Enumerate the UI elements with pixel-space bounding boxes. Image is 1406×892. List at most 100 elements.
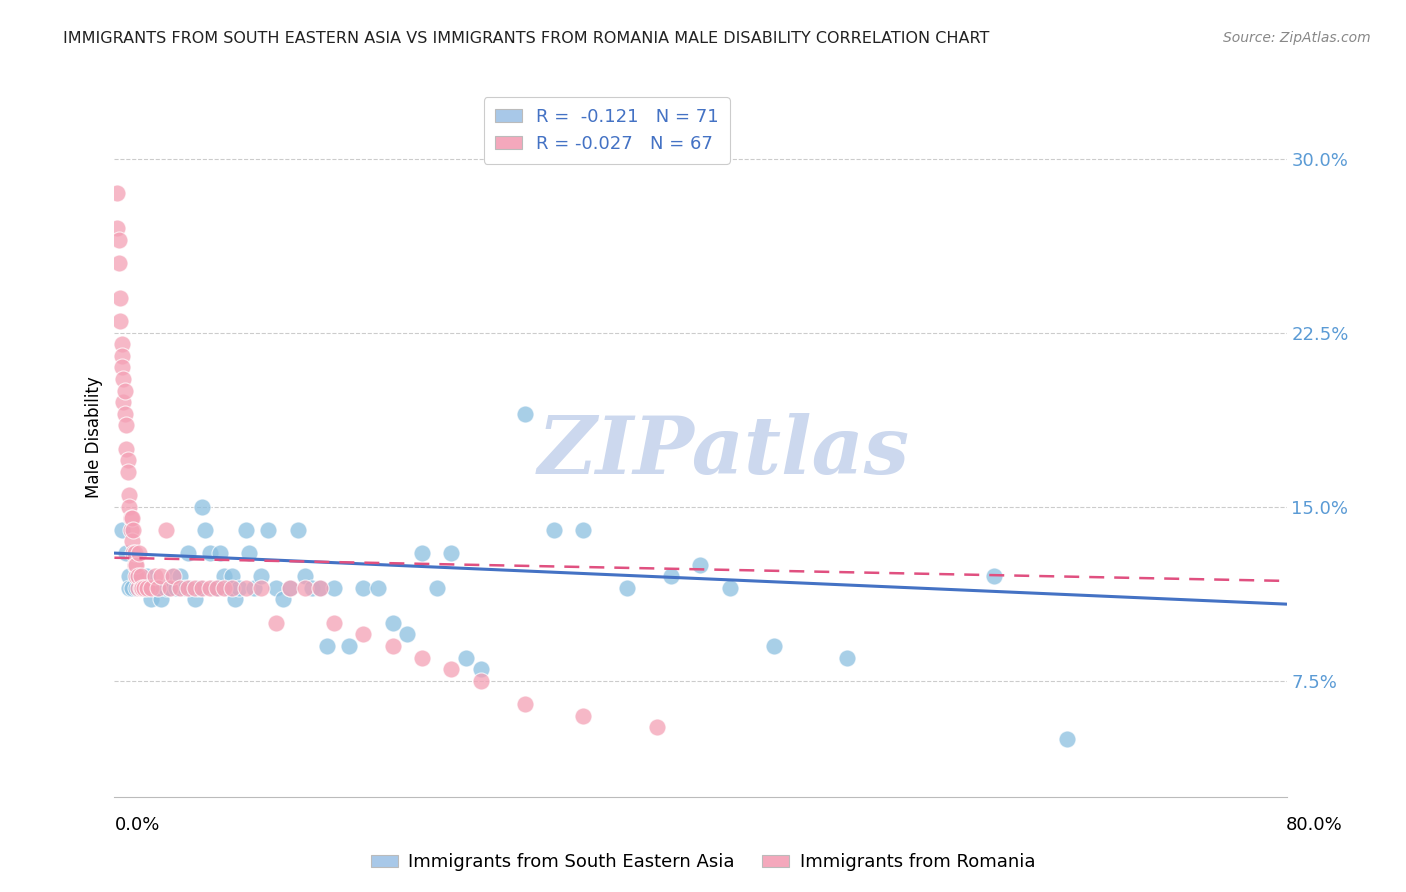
Point bbox=[125, 581, 148, 595]
Point bbox=[396, 627, 419, 641]
Point bbox=[148, 581, 170, 595]
Point bbox=[250, 569, 273, 583]
Point bbox=[235, 523, 257, 537]
Point bbox=[107, 256, 129, 270]
Point bbox=[264, 581, 287, 595]
Point bbox=[353, 627, 375, 641]
Point bbox=[235, 581, 257, 595]
Point bbox=[111, 337, 134, 351]
Point bbox=[176, 581, 198, 595]
Point bbox=[513, 697, 536, 711]
Point bbox=[117, 465, 139, 479]
Point bbox=[353, 581, 375, 595]
Point bbox=[165, 581, 187, 595]
Point bbox=[111, 360, 134, 375]
Point bbox=[323, 581, 346, 595]
Point bbox=[122, 546, 145, 560]
Point bbox=[983, 569, 1005, 583]
Legend: Immigrants from South Eastern Asia, Immigrants from Romania: Immigrants from South Eastern Asia, Immi… bbox=[363, 847, 1043, 879]
Point bbox=[110, 314, 132, 328]
Point bbox=[121, 534, 143, 549]
Text: ZIPatlas: ZIPatlas bbox=[538, 413, 910, 491]
Point bbox=[367, 581, 389, 595]
Point bbox=[159, 581, 181, 595]
Point bbox=[114, 384, 136, 398]
Point bbox=[208, 546, 231, 560]
Point bbox=[257, 523, 280, 537]
Point bbox=[214, 569, 236, 583]
Point bbox=[135, 581, 157, 595]
Point bbox=[115, 546, 138, 560]
Y-axis label: Male Disability: Male Disability bbox=[86, 376, 103, 498]
Point bbox=[426, 581, 449, 595]
Point bbox=[191, 581, 214, 595]
Point bbox=[121, 581, 143, 595]
Point bbox=[659, 569, 682, 583]
Text: IMMIGRANTS FROM SOUTH EASTERN ASIA VS IMMIGRANTS FROM ROMANIA MALE DISABILITY CO: IMMIGRANTS FROM SOUTH EASTERN ASIA VS IM… bbox=[63, 31, 990, 46]
Point bbox=[124, 558, 146, 572]
Point bbox=[572, 708, 595, 723]
Point bbox=[315, 639, 337, 653]
Point bbox=[139, 581, 162, 595]
Point bbox=[127, 581, 149, 595]
Point bbox=[184, 581, 207, 595]
Point bbox=[125, 558, 148, 572]
Point bbox=[115, 418, 138, 433]
Point bbox=[105, 186, 128, 201]
Point bbox=[145, 581, 167, 595]
Point bbox=[127, 569, 149, 583]
Point bbox=[228, 581, 250, 595]
Point bbox=[205, 581, 228, 595]
Point bbox=[176, 546, 198, 560]
Point bbox=[148, 581, 170, 595]
Text: 80.0%: 80.0% bbox=[1286, 816, 1343, 834]
Point bbox=[294, 581, 316, 595]
Point bbox=[218, 581, 240, 595]
Point bbox=[470, 673, 492, 688]
Point bbox=[221, 569, 243, 583]
Point bbox=[120, 523, 142, 537]
Point bbox=[107, 233, 129, 247]
Point bbox=[224, 592, 246, 607]
Point bbox=[118, 500, 141, 514]
Point bbox=[689, 558, 711, 572]
Point bbox=[132, 581, 155, 595]
Point bbox=[145, 569, 167, 583]
Point bbox=[127, 569, 149, 583]
Point bbox=[169, 569, 191, 583]
Point bbox=[111, 349, 134, 363]
Point bbox=[294, 569, 316, 583]
Point bbox=[122, 523, 145, 537]
Point bbox=[278, 581, 301, 595]
Point bbox=[1056, 731, 1078, 746]
Point bbox=[169, 581, 191, 595]
Point bbox=[155, 581, 177, 595]
Point bbox=[454, 650, 477, 665]
Point bbox=[214, 581, 236, 595]
Point bbox=[173, 581, 195, 595]
Point bbox=[131, 581, 153, 595]
Point bbox=[221, 581, 243, 595]
Point bbox=[287, 523, 309, 537]
Point bbox=[120, 511, 142, 525]
Point bbox=[543, 523, 565, 537]
Point bbox=[323, 615, 346, 630]
Point bbox=[112, 372, 135, 386]
Point bbox=[308, 581, 330, 595]
Point bbox=[440, 546, 463, 560]
Point bbox=[118, 569, 141, 583]
Point bbox=[411, 546, 433, 560]
Point bbox=[194, 523, 217, 537]
Point bbox=[114, 407, 136, 421]
Point bbox=[381, 639, 404, 653]
Point bbox=[162, 569, 184, 583]
Point bbox=[125, 569, 148, 583]
Text: Source: ZipAtlas.com: Source: ZipAtlas.com bbox=[1223, 31, 1371, 45]
Point bbox=[191, 500, 214, 514]
Point bbox=[112, 395, 135, 409]
Point bbox=[238, 546, 260, 560]
Point bbox=[470, 662, 492, 676]
Point bbox=[118, 581, 141, 595]
Point bbox=[337, 639, 360, 653]
Point bbox=[572, 523, 595, 537]
